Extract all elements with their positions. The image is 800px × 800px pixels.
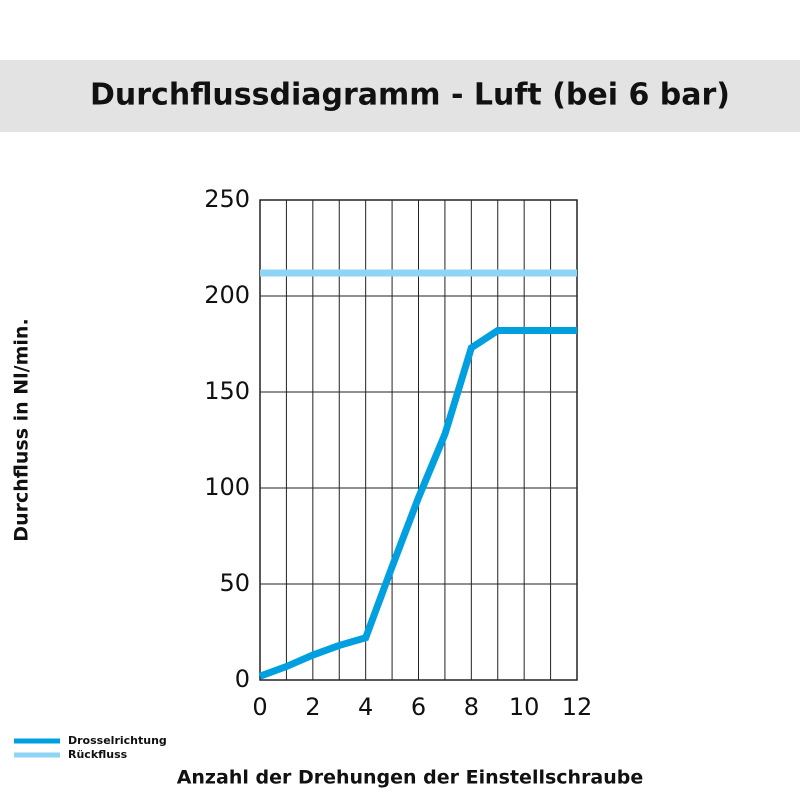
x-tick-label: 0 xyxy=(252,693,267,721)
y-tick-label: 100 xyxy=(204,473,250,501)
x-tick-label: 6 xyxy=(411,693,426,721)
y-tick-label: 200 xyxy=(204,281,250,309)
legend-label: Drosselrichtung xyxy=(68,734,167,747)
x-tick-label: 10 xyxy=(509,693,540,721)
x-tick-label: 2 xyxy=(305,693,320,721)
chart-title: Durchflussdiagramm - Luft (bei 6 bar) xyxy=(90,78,730,113)
plot-frame xyxy=(259,199,578,681)
legend-label: Rückfluss xyxy=(68,748,128,761)
x-tick-label: 12 xyxy=(562,693,593,721)
y-axis-title: Durchfluss in Nl/min. xyxy=(11,318,33,541)
x-tick-label: 8 xyxy=(464,693,479,721)
y-tick-label: 50 xyxy=(219,569,250,597)
y-tick-label: 150 xyxy=(204,377,250,405)
x-axis-title: Anzahl der Drehungen der Einstellschraub… xyxy=(177,767,644,789)
series-line xyxy=(258,327,577,680)
y-tick-label: 0 xyxy=(235,665,250,693)
x-tick-label: 4 xyxy=(358,693,373,721)
y-tick-label: 250 xyxy=(204,185,250,213)
title-band xyxy=(0,60,800,132)
